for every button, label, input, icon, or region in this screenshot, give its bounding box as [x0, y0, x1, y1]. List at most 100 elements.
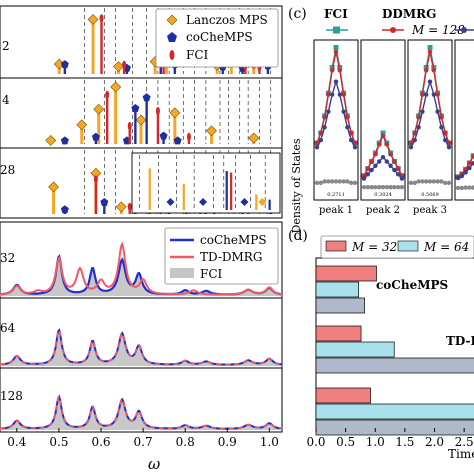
x-tick-label: 2.5: [455, 435, 474, 449]
dos-marker: [427, 179, 433, 184]
dos-marker: [396, 166, 401, 171]
dos-line: [410, 51, 450, 144]
stem-marker: [60, 60, 69, 69]
bar: [315, 387, 371, 404]
panel-d-group-label-2: TD-D: [446, 334, 474, 348]
stem-marker: [135, 114, 147, 126]
dos-marker: [427, 79, 433, 84]
panel-d-legend: M = 32 M = 64: [320, 235, 474, 259]
dos-marker: [337, 92, 342, 97]
dos-marker: [435, 179, 440, 184]
tddmrg-line: [0, 241, 283, 296]
dos-marker: [314, 145, 320, 150]
panel-c: (c) FCI DDMRG M = 128 Density of States …: [288, 6, 474, 234]
panel-d-xlabel: Time/h: [448, 447, 474, 461]
dos-marker: [392, 184, 397, 190]
stem-marker: [48, 181, 60, 193]
panel-a-legend-lanczos: Lanczos MPS: [186, 13, 268, 27]
stem-marker: [127, 202, 132, 211]
stem-marker: [113, 61, 124, 72]
dos-marker: [427, 49, 433, 54]
stem-marker: [142, 93, 151, 102]
panel-d-bars: [315, 265, 474, 436]
dos-marker: [326, 109, 331, 114]
stem-marker: [105, 90, 110, 99]
dos-marker: [377, 142, 382, 147]
dos-marker: [408, 180, 414, 186]
panel-b-xlabel: ω: [148, 455, 160, 473]
x-tick-label: 0.5: [336, 435, 355, 449]
x-tick-label: 2.0: [425, 435, 444, 449]
dos-marker: [365, 172, 370, 177]
dos-marker: [443, 180, 448, 186]
stem-marker: [60, 205, 69, 214]
panel-c-legend: M = 128: [326, 23, 474, 37]
dos-marker: [420, 92, 425, 97]
dos-marker: [341, 109, 346, 114]
panel-d-group-label-1: coCheMPS: [376, 278, 448, 292]
subplot-frame: [360, 39, 406, 201]
dos-marker: [384, 184, 389, 190]
dos-marker: [467, 165, 472, 171]
panel-c-legend-title-fci: FCI: [324, 7, 348, 21]
dos-line: [410, 47, 450, 144]
x-tick-label: 0.4: [7, 435, 26, 449]
stem-marker: [155, 107, 160, 115]
dos-marker: [314, 180, 320, 186]
subplot-frame: [454, 39, 474, 201]
dos-marker: [345, 125, 350, 130]
tddmrg-line: [0, 394, 283, 430]
dos-marker: [349, 180, 354, 186]
stem-marker: [60, 136, 69, 145]
stem-marker: [76, 119, 88, 131]
dos-line: [316, 51, 356, 144]
dos-marker: [424, 92, 429, 97]
stem-marker: [93, 175, 98, 184]
dos-marker: [384, 142, 389, 147]
panel-a-row-label-2: 4: [2, 93, 10, 107]
dos-marker: [330, 68, 335, 73]
dos-marker: [380, 133, 386, 139]
panel-c-legend-m128: M = 128: [411, 23, 465, 37]
peak-label: peak 3: [413, 205, 447, 216]
panel-d-legend-m64: M = 64: [423, 240, 469, 254]
dos-marker: [333, 45, 339, 50]
x-tick-label: 1.0: [260, 435, 279, 449]
dos-marker: [322, 125, 327, 130]
panel-d-label: (d): [288, 228, 308, 244]
stem-marker: [186, 132, 191, 141]
dos-marker: [341, 92, 346, 97]
panel-d-legend-m32: M = 32: [351, 240, 397, 254]
panel-a-legend-cochemps: coCheMPS: [186, 30, 253, 44]
dos-marker: [471, 161, 474, 166]
inset-marker: [240, 198, 249, 206]
panel-b-legend-tddmrg: TD-DMRG: [200, 250, 262, 264]
dos-marker: [352, 145, 358, 150]
panel-a-row-label-3: 28: [0, 163, 15, 177]
dos-marker: [455, 175, 461, 181]
dos-marker: [369, 167, 374, 173]
stem-marker: [115, 201, 127, 213]
stem-marker: [169, 107, 181, 119]
dos-marker: [322, 115, 327, 120]
legend-diamond-icon: [166, 14, 178, 26]
stem-marker: [248, 132, 260, 144]
dos-marker: [467, 185, 472, 190]
dos-marker: [412, 137, 417, 143]
dos-marker: [471, 185, 474, 190]
x-tick-label: 0.8: [176, 435, 195, 449]
dos-marker: [416, 115, 421, 120]
dos-marker: [326, 92, 331, 97]
dos-marker: [326, 179, 331, 184]
inset-marker: [166, 198, 175, 206]
panel-a-row-label-1: 2: [2, 39, 10, 53]
dos-marker: [388, 163, 393, 168]
dos-marker: [369, 184, 374, 190]
dos-marker: [388, 184, 393, 190]
peak-label: peak 1: [319, 205, 353, 216]
legend-circle-icon: [461, 27, 467, 33]
dos-marker: [399, 184, 405, 190]
panel-b-row-label-2: 64: [0, 321, 16, 335]
bar: [315, 357, 474, 374]
dos-marker: [373, 184, 378, 190]
